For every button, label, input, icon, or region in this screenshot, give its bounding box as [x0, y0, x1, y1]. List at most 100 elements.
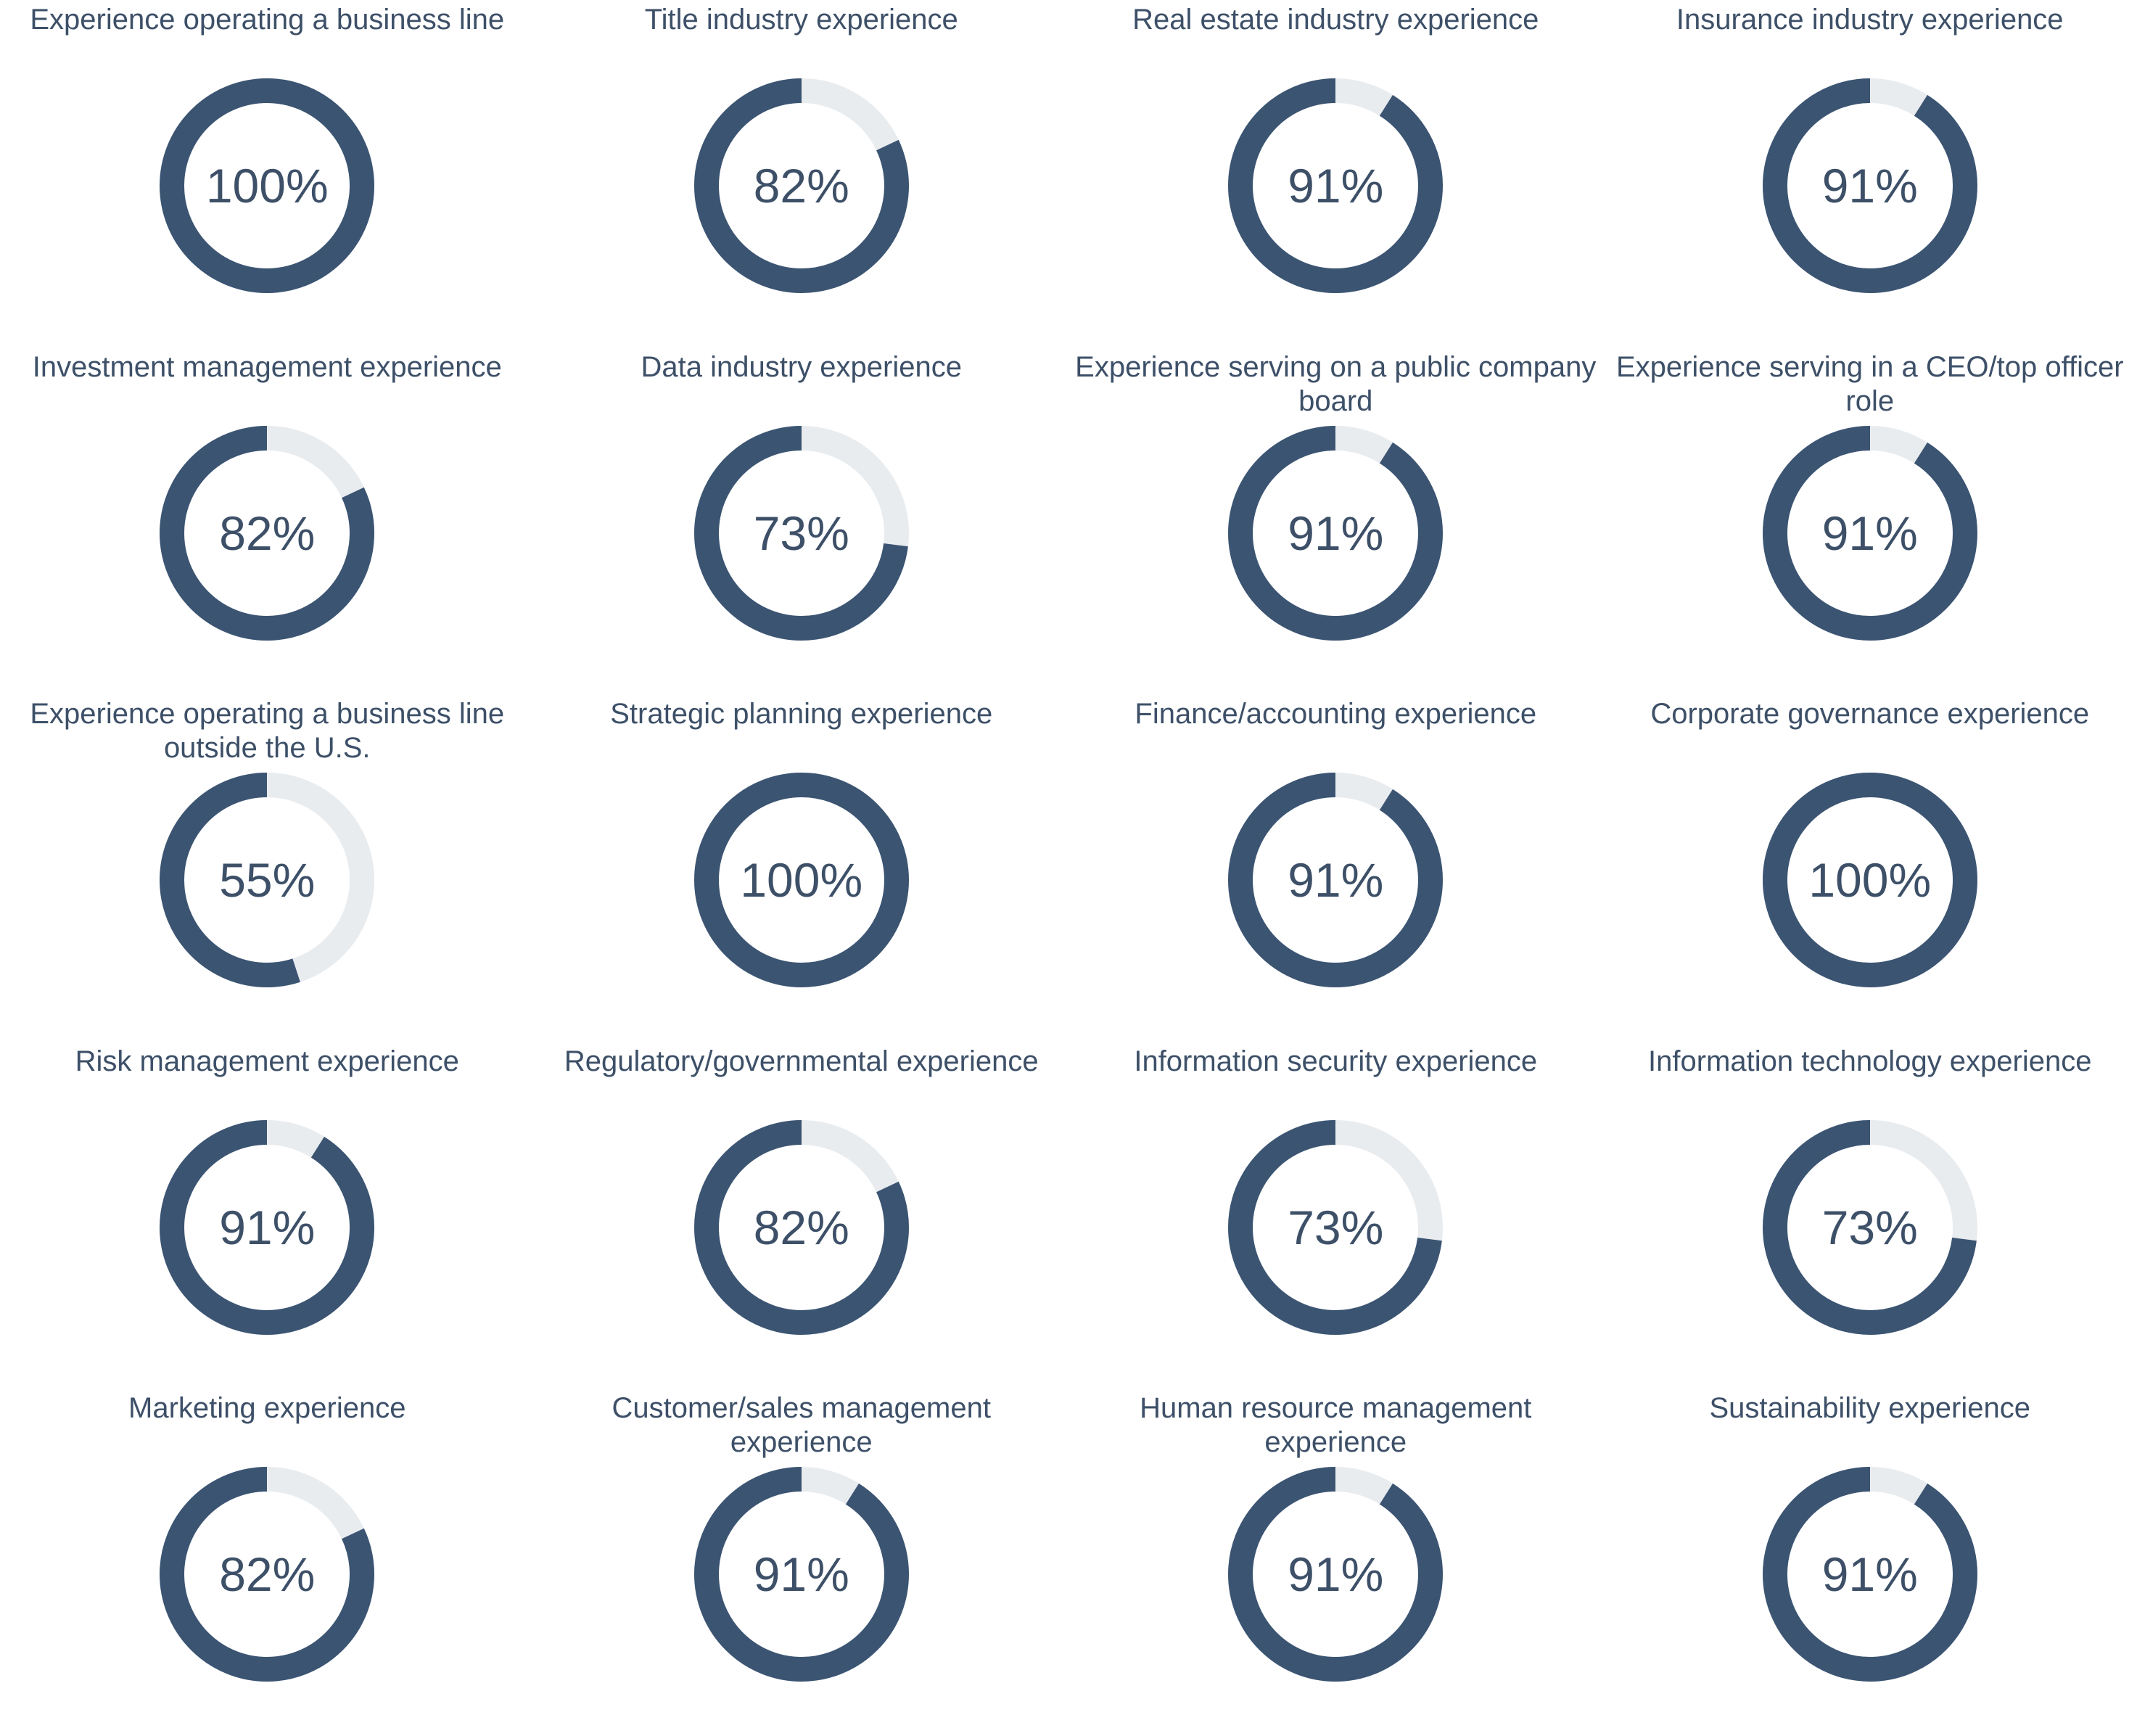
donut-chart: Experience serving on a public company b… — [1068, 347, 1603, 695]
donut-svg — [1762, 1119, 1977, 1335]
donut-value-slice — [1762, 773, 1977, 988]
donut-ring: 91% — [1228, 78, 1444, 293]
donut-svg — [693, 78, 909, 293]
chart-title: Experience operating a business line out… — [30, 698, 505, 765]
chart-title: Corporate governance experience — [1650, 698, 2090, 731]
donut-chart: Sustainability experience 91% — [1603, 1389, 2137, 1736]
chart-title: Title industry experience — [644, 4, 958, 36]
donut-ring: 82% — [160, 1467, 375, 1682]
chart-title: Insurance industry experience — [1676, 4, 2064, 36]
donut-value-slice — [1228, 78, 1444, 293]
donut-ring: 73% — [693, 425, 909, 641]
donut-chart: Information security experience 73% — [1068, 1042, 1603, 1389]
donut-ring: 82% — [160, 425, 375, 641]
donut-svg — [1762, 773, 1977, 988]
donut-chart: Experience operating a business line out… — [0, 694, 535, 1042]
donut-ring: 73% — [1228, 1119, 1444, 1335]
donut-chart: Investment management experience 82% — [0, 347, 535, 695]
donut-value-slice — [693, 1467, 909, 1682]
donut-chart: Information technology experience 73% — [1603, 1042, 2137, 1389]
chart-title: Data industry experience — [641, 350, 962, 383]
donut-chart: Strategic planning experience 100% — [535, 694, 1069, 1042]
chart-title: Information technology experience — [1648, 1045, 2092, 1077]
donut-value-slice — [160, 1119, 375, 1335]
chart-title: Experience operating a business line — [30, 4, 505, 36]
chart-title: Customer/sales management experience — [612, 1392, 991, 1459]
donut-svg — [160, 1119, 375, 1335]
donut-value-slice — [693, 773, 909, 988]
donut-svg — [160, 1467, 375, 1682]
chart-title: Marketing experience — [128, 1392, 406, 1425]
donut-chart: Corporate governance experience 100% — [1603, 694, 2137, 1042]
donut-value-slice — [1762, 425, 1977, 641]
donut-value-slice — [1228, 425, 1444, 641]
chart-title: Information security experience — [1134, 1045, 1538, 1077]
donut-value-slice — [693, 425, 909, 641]
donut-value-slice — [1762, 78, 1977, 293]
donut-value-slice — [1228, 1119, 1444, 1335]
donut-chart: Experience operating a business line 100% — [0, 0, 535, 347]
donut-ring: 82% — [693, 78, 909, 293]
donut-ring: 91% — [1228, 1467, 1444, 1682]
donut-ring: 91% — [1762, 425, 1977, 641]
donut-svg — [693, 1467, 909, 1682]
donut-svg — [1762, 425, 1977, 641]
donut-value-slice — [693, 78, 909, 293]
donut-chart: Title industry experience 82% — [535, 0, 1069, 347]
donut-svg — [693, 1119, 909, 1335]
donut-ring: 73% — [1762, 1119, 1977, 1335]
chart-title: Experience serving in a CEO/top officer … — [1615, 350, 2124, 417]
donut-value-slice — [1762, 1119, 1977, 1335]
donut-svg — [160, 78, 375, 293]
donut-svg — [1762, 1467, 1977, 1682]
donut-ring: 91% — [1762, 78, 1977, 293]
donut-ring: 91% — [1762, 1467, 1977, 1682]
donut-value-slice — [693, 1119, 909, 1335]
donut-svg — [160, 425, 375, 641]
donut-value-slice — [160, 425, 375, 641]
donut-ring: 82% — [693, 1119, 909, 1335]
donut-ring: 91% — [693, 1467, 909, 1682]
chart-title: Strategic planning experience — [610, 698, 993, 731]
donut-chart: Regulatory/governmental experience 82% — [535, 1042, 1069, 1389]
donut-chart: Data industry experience 73% — [535, 347, 1069, 695]
donut-ring: 91% — [1228, 425, 1444, 641]
donut-value-slice — [1228, 1467, 1444, 1682]
donut-svg — [1228, 78, 1444, 293]
donut-svg — [1228, 773, 1444, 988]
donut-chart: Real estate industry experience 91% — [1068, 0, 1603, 347]
donut-svg — [1228, 425, 1444, 641]
donut-svg — [1228, 1467, 1444, 1682]
chart-title: Finance/accounting experience — [1135, 698, 1537, 731]
donut-chart: Human resource management experience 91% — [1068, 1389, 1603, 1736]
chart-title: Real estate industry experience — [1132, 4, 1539, 36]
chart-title: Sustainability experience — [1709, 1392, 2030, 1425]
donut-chart: Insurance industry experience 91% — [1603, 0, 2137, 347]
donut-ring: 100% — [693, 773, 909, 988]
chart-title: Experience serving on a public company b… — [1075, 350, 1597, 417]
donut-svg — [160, 773, 375, 988]
donut-chart: Marketing experience 82% — [0, 1389, 535, 1736]
donut-ring: 100% — [160, 78, 375, 293]
donut-value-slice — [160, 1467, 375, 1682]
chart-title: Investment management experience — [32, 350, 502, 383]
donut-value-slice — [160, 78, 375, 293]
chart-title: Risk management experience — [75, 1045, 459, 1077]
donut-svg — [1228, 1119, 1444, 1335]
donut-value-slice — [160, 773, 375, 988]
donut-ring: 91% — [160, 1119, 375, 1335]
chart-title: Regulatory/governmental experience — [564, 1045, 1039, 1077]
donut-value-slice — [1228, 773, 1444, 988]
donut-svg — [693, 773, 909, 988]
donut-value-slice — [1762, 1467, 1977, 1682]
donut-chart: Finance/accounting experience 91% — [1068, 694, 1603, 1042]
donut-chart: Experience serving in a CEO/top officer … — [1603, 347, 2137, 695]
donut-chart: Customer/sales management experience 91% — [535, 1389, 1069, 1736]
chart-title: Human resource management experience — [1140, 1392, 1532, 1459]
donut-chart: Risk management experience 91% — [0, 1042, 535, 1389]
donut-svg — [1762, 78, 1977, 293]
donut-svg — [693, 425, 909, 641]
donut-ring: 91% — [1228, 773, 1444, 988]
donut-ring: 100% — [1762, 773, 1977, 988]
